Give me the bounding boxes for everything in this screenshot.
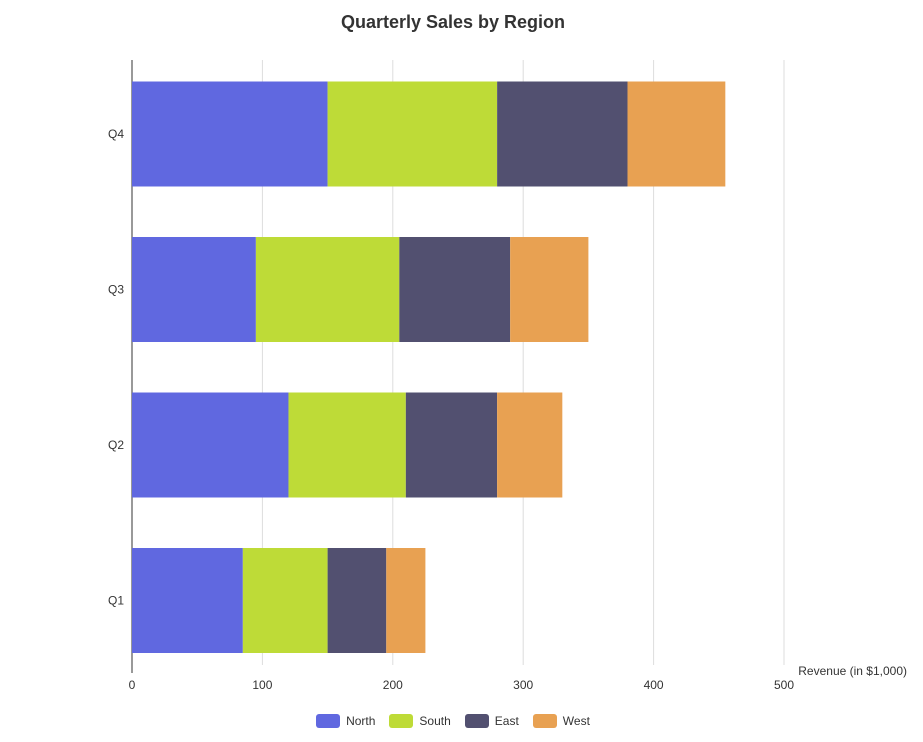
x-tick-label: 100 [252,678,272,692]
legend-item-east[interactable]: East [464,714,519,728]
legend-label: South [419,714,451,728]
y-tick-label: Q4 [108,127,124,141]
bar-segment-west-q3 [510,237,589,342]
x-tick-label: 0 [129,678,136,692]
x-axis-title: Revenue (in $1,000) [798,664,907,678]
legend-item-north[interactable]: North [316,714,375,728]
x-tick-label: 300 [513,678,533,692]
legend-item-west[interactable]: West [532,714,590,728]
bar-segment-south-q1 [242,548,328,653]
bar-segment-east-q2 [405,392,498,498]
bar-segment-north-q3 [132,237,256,342]
bar-segment-north-q2 [132,392,289,498]
bar-segment-west-q4 [627,81,726,187]
bar-segment-south-q4 [327,81,498,187]
bar-segment-south-q3 [255,237,400,342]
bar-segment-west-q1 [386,548,426,653]
y-tick-label: Q1 [108,594,124,608]
x-tick-label: 400 [644,678,664,692]
legend-swatch [316,714,341,728]
chart-title: Quarterly Sales by Region [340,12,566,32]
bar-segment-east-q4 [497,81,628,187]
y-tick-label: Q3 [108,283,124,297]
legend-label: West [562,714,590,728]
legend-swatch [464,714,489,728]
bar-segment-east-q3 [399,237,511,342]
legend-swatch [389,714,414,728]
legend-item-south[interactable]: South [389,714,451,728]
legend-label: East [494,714,519,728]
bar-segment-east-q1 [327,548,387,653]
bar-segment-south-q2 [288,392,406,498]
x-tick-label: 500 [774,678,794,692]
bar-segment-west-q2 [497,392,563,498]
bar-segment-north-q4 [132,81,328,187]
y-tick-label: Q2 [108,438,124,452]
legend-swatch [532,714,557,728]
legend-label: North [346,714,376,728]
bar-segment-north-q1 [132,548,243,653]
chart-legend: North South East West [0,714,906,728]
x-tick-label: 200 [383,678,403,692]
